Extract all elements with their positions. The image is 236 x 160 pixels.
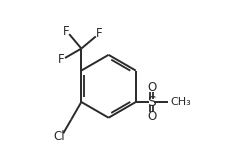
Text: F: F [63, 25, 70, 38]
Text: O: O [147, 110, 156, 123]
Text: O: O [147, 81, 156, 94]
Text: F: F [96, 27, 102, 40]
Text: CH₃: CH₃ [171, 97, 191, 107]
Text: Cl: Cl [54, 130, 65, 143]
Text: S: S [147, 95, 156, 109]
Text: F: F [58, 53, 65, 66]
